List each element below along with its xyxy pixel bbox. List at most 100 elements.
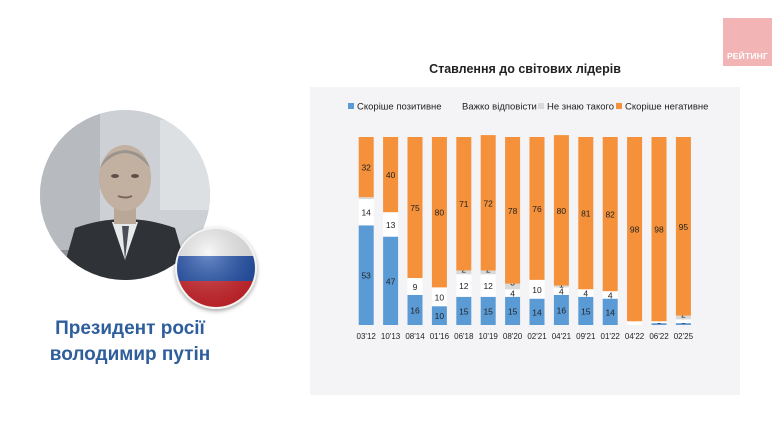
data-label-series-1-8: 4: [559, 287, 564, 297]
x-tick-label-0: 03'12: [357, 332, 377, 341]
bar-group-4: 1512271: [456, 137, 472, 325]
bar-series-3-13: [675, 137, 691, 316]
x-tick-label-8: 04'21: [552, 332, 572, 341]
data-label-series-0-9: 15: [581, 306, 591, 316]
bar-series-3-10: [602, 137, 618, 292]
data-label-series-3-5: 72: [483, 198, 493, 208]
legend-label-2: Не знаю такого: [547, 102, 614, 113]
data-label-series-0-6: 15: [508, 306, 518, 316]
caption-title: Президент росії: [55, 318, 205, 339]
data-label-series-0-2: 16: [410, 305, 420, 315]
data-label-series-3-11: 98: [630, 225, 640, 235]
caption-name: володимир путін: [49, 344, 211, 365]
data-label-series-3-6: 78: [508, 206, 518, 216]
bar-group-9: 15 4 81: [578, 137, 594, 325]
x-tick-label-10: 01'22: [601, 332, 621, 341]
bar-group-12: 198: [651, 137, 667, 326]
data-label-series-3-9: 81: [581, 209, 591, 219]
bar-group-6: 154378: [505, 137, 521, 325]
bar-group-8: 164180: [553, 135, 569, 325]
x-tick-label-9: 09'21: [576, 332, 596, 341]
data-label-series-3-2: 75: [410, 203, 420, 213]
data-label-series-0-8: 16: [557, 305, 567, 315]
bar-group-7: 14 10 76: [529, 137, 545, 325]
bar-series-1-12: [651, 321, 667, 324]
legend-item-0: Скоріше позитивне: [348, 102, 442, 113]
rating-logo: РЕЙТИНГ: [723, 18, 772, 66]
x-tick-label-4: 06'18: [454, 332, 474, 341]
x-tick-label-2: 08'14: [405, 332, 425, 341]
bar-series-1-5: [480, 274, 496, 297]
bar-series-3-0: [358, 137, 374, 198]
x-tick-label-13: 02'25: [674, 332, 694, 341]
bar-series-1-4: [456, 274, 472, 297]
bar-series-1-13: [675, 319, 691, 324]
bar-group-2: 16 9 75: [407, 137, 423, 325]
x-tick-label-6: 08'20: [503, 332, 523, 341]
bar-group-10: 14 4 82: [602, 137, 618, 325]
chart-legend: Скоріше позитивне Важко відповісти Не знаю…: [348, 102, 708, 113]
bar-series-0-12: [651, 323, 667, 325]
bar-series-0-7: [529, 298, 545, 325]
x-tick-label-7: 02'21: [527, 332, 547, 341]
data-label-series-0-7: 14: [532, 307, 542, 317]
data-label-series-0-3: 10: [435, 311, 445, 321]
bar-series-3-11: [627, 137, 643, 322]
data-label-series-0-10: 14: [605, 307, 615, 317]
bar-series-3-1: [383, 137, 399, 213]
bar-series-0-10: [602, 298, 618, 325]
data-label-series-1-6: 4: [510, 289, 515, 299]
legend-item-1: Важко відповісти: [462, 102, 537, 113]
data-label-series-1-7: 10: [532, 285, 542, 295]
data-label-series-3-8: 80: [557, 206, 567, 216]
bar-series-2-5: [480, 270, 496, 275]
data-label-series-3-13: 95: [679, 222, 689, 232]
x-axis-labels: 03'12 10'13 08'14 01'16 06'18 10'19 08'20 02'21…: [357, 332, 694, 341]
bar-series-2-4: [456, 270, 472, 275]
bar-series-3-6: [505, 137, 521, 284]
bar-series-3-2: [407, 137, 423, 278]
bar-group-11: 098: [627, 137, 643, 326]
bar-series-1-6: [505, 289, 521, 297]
bar-series-0-3: [431, 306, 447, 325]
bar-series-1-0: [358, 199, 374, 226]
bar-series-2-8: [553, 285, 569, 288]
flag-image: [177, 229, 255, 307]
bar-series-3-12: [651, 137, 667, 322]
bar-series-0-6: [505, 296, 521, 325]
x-tick-label-1: 10'13: [381, 332, 401, 341]
bar-series-3-7: [529, 137, 545, 280]
bar-series-1-10: [602, 291, 618, 299]
data-label-series-0-4: 15: [459, 306, 469, 316]
logo-text: РЕЙТИНГ: [726, 51, 769, 61]
data-label-series-0-1: 47: [386, 276, 396, 286]
bar-series-1-11: [627, 321, 643, 325]
bar-series-3-9: [578, 137, 594, 290]
bar-series-2-13: [675, 315, 691, 320]
bar-group-1: 47 13 40: [383, 137, 399, 325]
data-label-series-0-5: 15: [483, 306, 493, 316]
data-label-series-1-0: 14: [361, 208, 371, 218]
data-label-series-1-2: 9: [413, 282, 418, 292]
bar-series-0-9: [578, 296, 594, 325]
x-tick-label-3: 01'16: [430, 332, 450, 341]
bar-series-0-8: [553, 294, 569, 325]
chart-bars: 5314324713401697510108015122711512272154…: [358, 135, 691, 326]
bar-series-1-8: [553, 287, 569, 295]
legend-label-1: Важко відповісти: [462, 102, 537, 113]
legend-swatch-2: [538, 103, 544, 109]
data-label-series-3-4: 71: [459, 199, 469, 209]
chart-panel: Скоріше позитивне Важко відповісти Не знаю…: [310, 87, 740, 395]
legend-swatch-3: [616, 103, 622, 109]
data-label-series-3-3: 80: [435, 208, 445, 218]
legend-item-3: Скоріше негативне: [616, 102, 708, 113]
bar-series-0-5: [480, 296, 496, 325]
bar-group-0: 53 14 32: [358, 137, 374, 325]
data-label-series-1-3: 10: [435, 292, 445, 302]
data-label-series-1-10: 4: [608, 290, 613, 300]
bar-series-0-4: [456, 296, 472, 325]
data-label-series-3-7: 76: [532, 204, 542, 214]
x-tick-label-11: 04'22: [625, 332, 645, 341]
bar-series-2-6: [505, 283, 521, 290]
